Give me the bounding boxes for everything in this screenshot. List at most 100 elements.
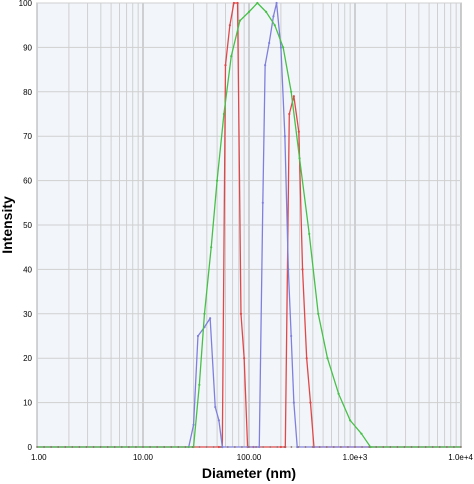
y-tick-label: 70: [23, 132, 32, 141]
baseline-point: [325, 446, 328, 448]
series-3-point: [198, 383, 201, 386]
x-tick-label: 100.00: [237, 453, 262, 462]
baseline-point: [290, 446, 293, 448]
series-1-point: [292, 95, 295, 98]
series-2-point: [214, 405, 217, 409]
series-1-point: [239, 312, 243, 315]
x-tick-label: 1.0e+4: [448, 453, 473, 462]
baseline-point: [191, 446, 194, 448]
baseline-point: [347, 446, 349, 448]
series-2-point: [275, 1, 278, 5]
baseline-point: [269, 446, 272, 448]
baseline-point: [248, 446, 250, 448]
baseline-point: [283, 446, 286, 448]
baseline-point: [354, 446, 356, 448]
baseline-point: [219, 446, 222, 448]
baseline-point: [127, 446, 130, 448]
baseline-point: [417, 446, 420, 448]
grid: [36, 2, 461, 448]
baseline-point: [241, 446, 243, 448]
baseline-point: [255, 446, 257, 448]
baseline-point: [445, 446, 448, 448]
series-1-point: [305, 357, 308, 360]
series-3-point: [326, 357, 329, 360]
baseline-point: [332, 446, 335, 448]
series-3-point: [337, 392, 340, 395]
baseline-point: [142, 446, 144, 448]
series-2-point: [279, 46, 283, 49]
series-1-point: [297, 130, 300, 133]
y-tick-label: 90: [23, 43, 32, 52]
y-tick-label: 50: [23, 221, 32, 230]
series-2-point: [292, 401, 295, 404]
series-3-point: [308, 232, 311, 235]
series-1-point: [228, 24, 231, 27]
y-axis-title: Intensity: [0, 196, 15, 254]
baseline-point: [149, 446, 151, 448]
y-tick-label: 100: [19, 0, 33, 8]
series-2-point: [287, 268, 290, 271]
series-1-point: [232, 1, 235, 5]
baseline-point: [368, 446, 371, 448]
series-2-point: [261, 201, 264, 204]
baseline-point: [78, 446, 81, 448]
baseline-point: [410, 446, 413, 448]
series-2-point: [258, 445, 261, 449]
y-tick-label: 30: [23, 310, 32, 319]
baseline-point: [403, 446, 406, 448]
x-axis-title: Diameter (nm): [202, 465, 296, 481]
series-1-point: [217, 445, 220, 449]
series-2-point: [272, 15, 275, 18]
series-2-point: [264, 64, 267, 67]
baseline-point: [50, 446, 53, 448]
baseline-point: [205, 446, 208, 448]
series-3-point: [222, 112, 226, 116]
series-3-point: [203, 312, 206, 315]
baseline-point: [163, 446, 166, 448]
series-1-point: [224, 64, 227, 67]
series-3-point: [349, 419, 352, 422]
baseline-point: [276, 446, 279, 448]
baseline-point: [85, 446, 88, 448]
y-tick-labels: 0 10 20 30 40 50 60 70 80 90 100: [19, 0, 33, 452]
baseline-point: [438, 446, 441, 448]
x-tick-labels: 1.00 10.00 100.00 1.0e+3 1.0e+4: [31, 453, 474, 462]
series-1-point: [309, 401, 312, 404]
baseline-point: [297, 446, 300, 448]
baseline-point: [198, 446, 201, 448]
y-tick-label: 80: [23, 88, 32, 97]
baseline-point: [424, 446, 427, 448]
baseline-point: [311, 446, 314, 448]
y-tick-label: 10: [23, 399, 32, 408]
baseline-point: [262, 446, 265, 448]
series-2-point: [209, 317, 212, 320]
series-3-point: [265, 10, 268, 13]
baseline-point: [226, 446, 229, 448]
series-1-point: [301, 268, 304, 271]
baseline-point: [106, 446, 109, 448]
series-3-point: [369, 445, 372, 449]
baseline-point: [339, 446, 342, 448]
baseline-point: [304, 446, 307, 448]
x-tick-label: 1.0e+3: [343, 453, 368, 462]
y-tick-label: 0: [28, 443, 33, 452]
series-3-point: [282, 46, 285, 49]
series-3-point: [298, 157, 301, 160]
series-3-point: [210, 246, 213, 249]
series-2-point: [283, 135, 286, 138]
series-line-3: [37, 2, 461, 448]
baseline-point: [99, 446, 102, 448]
baseline-point: [57, 446, 60, 448]
baseline-point: [375, 446, 378, 448]
baseline-point: [212, 446, 215, 448]
series-3-point: [230, 55, 233, 58]
baseline-point: [120, 446, 123, 448]
baseline-point: [36, 446, 38, 448]
series-1-point: [236, 1, 239, 5]
baseline-point: [170, 446, 173, 448]
series-2-point: [192, 423, 195, 426]
series-2-point: [221, 445, 224, 449]
x-tick-label: 10.00: [133, 453, 154, 462]
series-1-point: [288, 112, 291, 116]
